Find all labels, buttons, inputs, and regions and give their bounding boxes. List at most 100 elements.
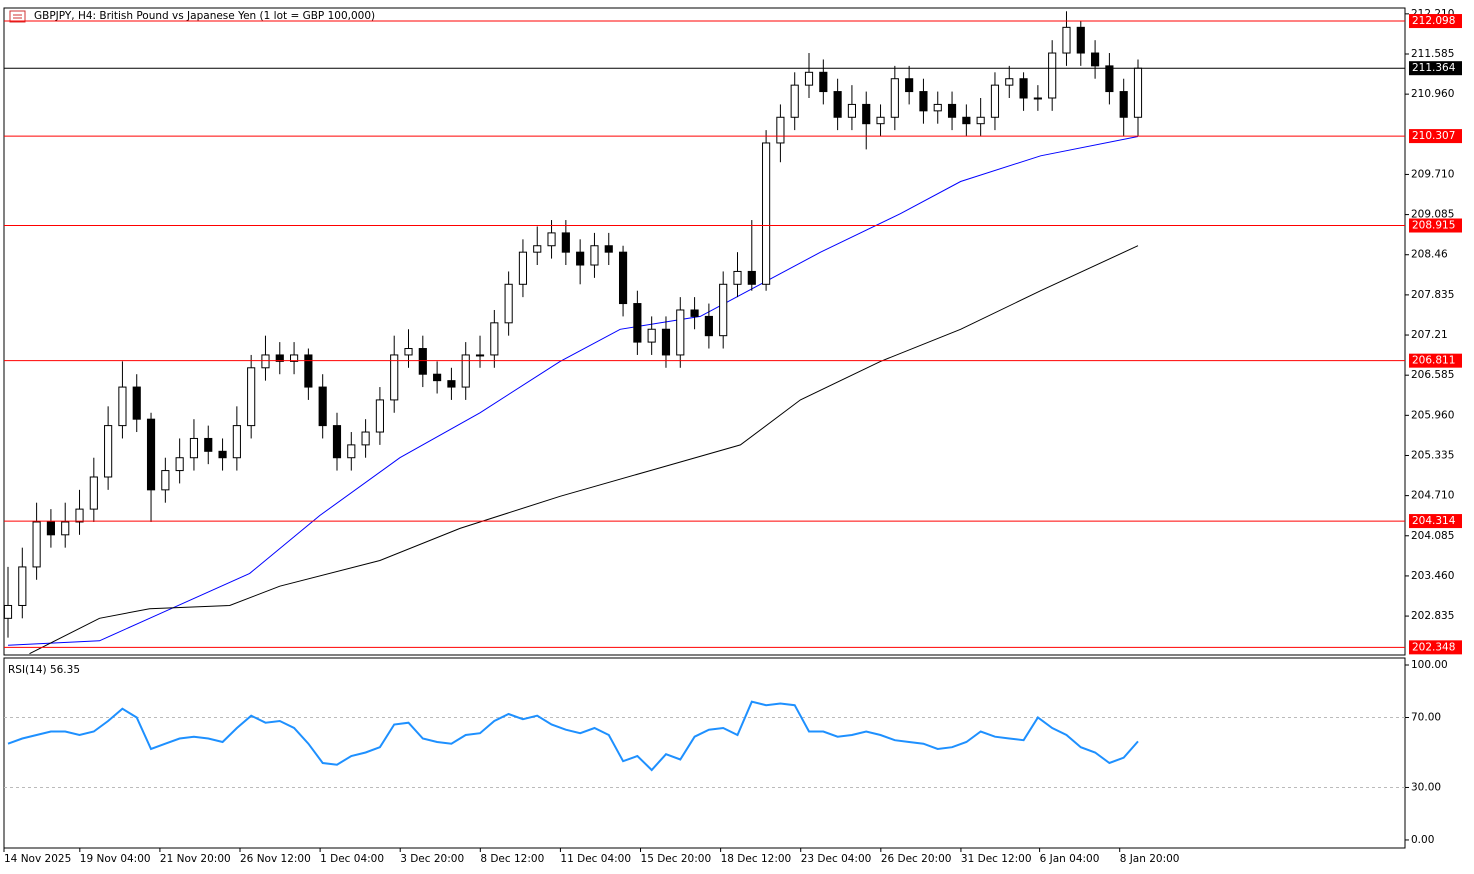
x-tick-label: 3 Dec 20:00: [400, 853, 464, 865]
candle-body: [404, 348, 413, 356]
level-label-bg: [1409, 14, 1462, 29]
x-tick-label: 26 Nov 12:00: [240, 853, 311, 865]
y-tick-label: 204.710: [1411, 490, 1454, 502]
candle-body: [218, 450, 227, 459]
candle-body: [3, 604, 13, 619]
x-tick-label: 11 Dec 04:00: [560, 853, 631, 865]
candle-body: [1005, 78, 1014, 86]
candle-body: [919, 91, 928, 112]
candle-body: [418, 348, 427, 375]
candle-body: [847, 103, 856, 118]
candle-body: [1019, 78, 1028, 99]
candle-body: [332, 425, 342, 459]
candle-body: [933, 103, 942, 112]
candle-body: [475, 354, 485, 357]
candle-body: [876, 116, 885, 125]
candle-body: [776, 116, 785, 144]
candle-body: [318, 386, 327, 427]
x-tick-label: 8 Jan 20:00: [1120, 853, 1180, 865]
level-label-bg: [1409, 129, 1462, 144]
x-tick-label: 6 Jan 04:00: [1040, 853, 1100, 865]
candle-body: [719, 283, 728, 337]
candle-body: [132, 386, 141, 420]
candle-body: [647, 328, 656, 343]
candle-body: [204, 437, 213, 452]
level-label: 208.915: [1412, 220, 1455, 232]
candle-body: [1119, 91, 1128, 118]
candle-body: [504, 283, 513, 324]
level-label: 204.314: [1412, 515, 1456, 527]
candle-body: [261, 354, 270, 369]
candle-body: [46, 521, 55, 536]
candle-body: [862, 103, 871, 125]
candle-body: [576, 251, 585, 266]
y-tick-label: 206.585: [1411, 369, 1454, 381]
candle-body: [747, 270, 756, 285]
candle-body: [118, 386, 127, 427]
y-tick-label: 207.835: [1411, 289, 1454, 301]
rsi-panel: [3, 657, 1406, 849]
x-tick-label: 1 Dec 04:00: [320, 853, 384, 865]
candle-body: [962, 116, 971, 125]
candle-body: [618, 251, 628, 305]
level-label-bg: [1409, 353, 1462, 368]
candle-body: [762, 142, 771, 285]
y-tick-label: 207.21: [1411, 329, 1448, 341]
candle-body: [18, 566, 27, 606]
x-tick-label: 14 Nov 2025: [4, 853, 71, 865]
candle-body: [461, 354, 470, 388]
level-label: 210.307: [1412, 130, 1455, 142]
y-tick-label: 204.085: [1411, 530, 1454, 542]
candle-body: [247, 367, 256, 427]
y-tick-label: 210.960: [1411, 88, 1454, 100]
symbol-icon: [9, 10, 26, 23]
candle-body: [833, 91, 842, 118]
x-tick-label: 15 Dec 20:00: [641, 853, 712, 865]
candle-body: [1076, 26, 1085, 54]
level-label: 206.811: [1412, 355, 1455, 367]
candle-body: [275, 354, 284, 362]
candle-body: [1062, 26, 1071, 54]
candle-body: [175, 457, 184, 472]
chart-title: GBPJPY, H4: British Pound vs Japanese Ye…: [34, 10, 375, 22]
candle-body: [547, 232, 556, 247]
candle-body: [89, 476, 98, 510]
x-tick-label: 31 Dec 12:00: [961, 853, 1032, 865]
y-tick-label: 100.00: [1411, 659, 1448, 671]
candle-body: [990, 84, 1000, 118]
x-tick-label: 23 Dec 04:00: [801, 853, 872, 865]
candle-body: [390, 354, 399, 401]
candle-body: [161, 470, 170, 491]
candle-body: [433, 373, 442, 382]
y-tick-label: 30.00: [1411, 781, 1441, 793]
y-tick-label: 70.00: [1411, 711, 1441, 723]
moving-average: [29, 245, 1139, 655]
candle-body: [104, 425, 113, 478]
candle-body: [32, 521, 41, 568]
candle-body: [905, 78, 914, 93]
candle-body: [1048, 52, 1057, 99]
y-tick-label: 203.460: [1411, 570, 1454, 582]
y-tick-label: 0.00: [1411, 834, 1434, 846]
candle-body: [590, 245, 599, 266]
candle-body: [1091, 52, 1100, 67]
candle-body: [232, 425, 241, 459]
x-tick-label: 26 Dec 20:00: [881, 853, 952, 865]
x-tick-label: 8 Dec 12:00: [480, 853, 544, 865]
level-label: 202.348: [1412, 641, 1455, 653]
candle-body: [661, 328, 671, 356]
y-tick-label: 208.46: [1411, 249, 1448, 261]
y-tick-label: 205.335: [1411, 449, 1454, 461]
candle-body: [304, 354, 313, 388]
level-label-bg: [1409, 514, 1462, 529]
x-tick-label: 18 Dec 12:00: [721, 853, 792, 865]
last-price-bg: [1409, 61, 1462, 76]
candle-body: [604, 245, 613, 253]
level-label: 212.098: [1412, 15, 1455, 27]
candle-body: [804, 71, 814, 86]
level-label-bg: [1409, 218, 1462, 233]
candle-body: [75, 508, 84, 523]
candle-body: [447, 380, 456, 388]
candle-body: [61, 521, 70, 536]
